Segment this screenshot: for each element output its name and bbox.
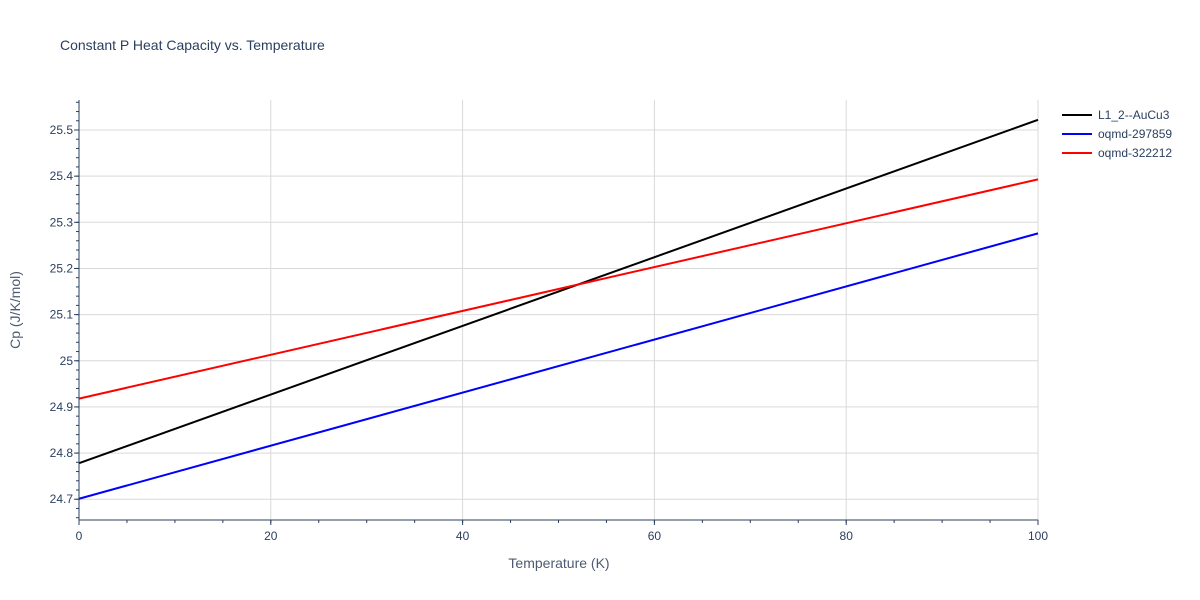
axes: 0 20 40 60 80 100 24.7 24.8 24.9 25 25.1 25.2 25.3 25… [50,100,1048,543]
legend-item-2[interactable]: oqmd-297859 [1062,127,1172,141]
y-axis-title: Cp (J/K/mol) [7,271,23,349]
legend-label: L1_2--AuCu3 [1098,108,1170,122]
x-axis-title: Temperature (K) [508,555,609,571]
legend-item-3[interactable]: oqmd-322212 [1062,146,1172,160]
legend[interactable]: L1_2--AuCu3 oqmd-297859 oqmd-322212 [1062,108,1172,160]
y-tick-label: 25.3 [50,215,74,229]
legend-item-1[interactable]: L1_2--AuCu3 [1062,108,1170,122]
x-tick-label: 40 [456,529,470,543]
y-tick-label: 25.2 [50,261,74,275]
y-tick-label: 25 [60,354,74,368]
series-line-1[interactable] [78,118,1039,465]
x-tick-label: 0 [76,529,83,543]
y-tick-label: 24.9 [50,400,74,414]
series-line-3[interactable] [78,178,1039,400]
x-tick-label: 20 [264,529,278,543]
grid-lines [79,100,1039,520]
series-line-2[interactable] [78,232,1039,500]
legend-label: oqmd-297859 [1098,127,1172,141]
y-tick-label: 25.1 [50,308,74,322]
chart-title: Constant P Heat Capacity vs. Temperature [60,37,325,53]
y-tick-label: 24.8 [50,446,74,460]
x-tick-label: 80 [840,529,854,543]
y-tick-label: 25.5 [50,123,74,137]
x-tick-label: 60 [648,529,662,543]
y-tick-label: 24.7 [50,492,74,506]
x-tick-label: 100 [1028,529,1048,543]
series-lines [78,118,1039,500]
legend-label: oqmd-322212 [1098,146,1172,160]
y-tick-label: 25.4 [50,169,74,183]
